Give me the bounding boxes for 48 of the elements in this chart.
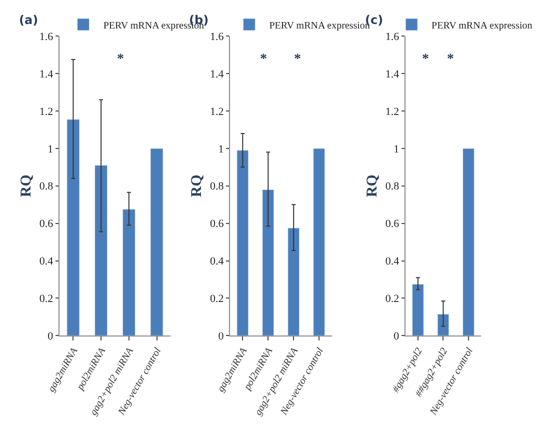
bar bbox=[437, 314, 450, 336]
y-tick-label: 0.4 bbox=[385, 256, 400, 268]
y-tick-label: 0.8 bbox=[385, 180, 400, 193]
bar bbox=[288, 228, 300, 336]
y-tick-label: 0.6 bbox=[210, 218, 224, 230]
y-tick-label: 1 bbox=[394, 143, 400, 156]
bar bbox=[66, 119, 80, 336]
y-tick-label: 0 bbox=[218, 330, 224, 342]
bar bbox=[313, 148, 326, 336]
y-axis-title: RQ bbox=[18, 174, 35, 198]
bar bbox=[94, 165, 108, 336]
annotation: * bbox=[260, 52, 267, 67]
y-tick-label: 0 bbox=[48, 330, 54, 342]
bar bbox=[122, 209, 136, 336]
y-tick-label: 1.6 bbox=[385, 30, 400, 43]
y-tick-label: 0 bbox=[394, 330, 400, 342]
y-tick-label: 0.2 bbox=[385, 293, 400, 306]
y-axis-title: RQ bbox=[189, 174, 206, 198]
y-tick-label: 0.6 bbox=[39, 218, 54, 230]
annotation: * bbox=[447, 52, 454, 67]
y-axis-title: RQ bbox=[364, 174, 381, 198]
bar bbox=[236, 150, 249, 336]
y-tick-label: 1.2 bbox=[385, 106, 400, 118]
y-tick-label: 1.4 bbox=[210, 68, 224, 80]
chart-title: (a) bbox=[19, 13, 38, 27]
y-tick-label: 1.4 bbox=[385, 68, 400, 80]
y-tick-label: 1.6 bbox=[39, 30, 54, 43]
y-tick-label: 0.2 bbox=[210, 293, 224, 306]
annotation: * bbox=[422, 52, 429, 67]
y-tick-label: 0.2 bbox=[39, 293, 54, 306]
bar bbox=[412, 284, 424, 336]
y-tick-label: 1.6 bbox=[210, 30, 224, 43]
bar bbox=[262, 189, 274, 336]
y-tick-label: 1.2 bbox=[210, 106, 224, 118]
y-tick-label: 1 bbox=[48, 143, 54, 156]
y-tick-label: 1.4 bbox=[39, 68, 54, 80]
y-tick-label: 0.8 bbox=[210, 180, 224, 193]
bar bbox=[462, 148, 474, 336]
y-tick-label: 0.6 bbox=[385, 218, 400, 230]
bar bbox=[150, 148, 164, 336]
y-tick-label: 1 bbox=[218, 143, 224, 156]
annotation: * bbox=[294, 52, 301, 67]
y-tick-label: 0.8 bbox=[39, 180, 54, 193]
y-tick-label: 0.4 bbox=[39, 256, 54, 268]
legend-label: PERV mRNA expression bbox=[432, 20, 532, 32]
annotation: * bbox=[117, 52, 124, 67]
y-tick-label: 0.4 bbox=[210, 256, 224, 268]
y-tick-label: 1.2 bbox=[39, 106, 54, 118]
